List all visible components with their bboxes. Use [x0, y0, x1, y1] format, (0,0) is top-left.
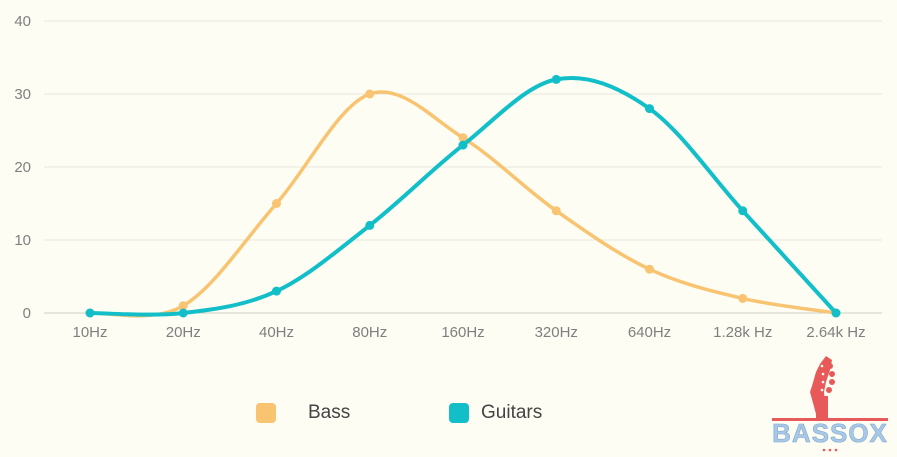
data-point-guitars[interactable] [458, 140, 468, 150]
data-point-guitars[interactable] [365, 220, 375, 230]
x-tick-labels: 10Hz 20Hz 40Hz 80Hz 160Hz 320Hz 640Hz 1.28k Hz 2… [72, 324, 865, 341]
legend-label-bass: Bass [308, 402, 351, 423]
x-tick-label: 40Hz [259, 324, 294, 341]
data-point-bass[interactable] [178, 301, 188, 311]
data-point-guitars[interactable] [831, 308, 841, 318]
logo-dots [822, 448, 838, 452]
series-line-guitars [88, 75, 838, 317]
x-tick-label: 20Hz [166, 324, 201, 341]
logo-divider [772, 418, 888, 421]
data-point-guitars[interactable] [738, 206, 748, 216]
data-point-guitars[interactable] [178, 308, 188, 318]
data-point-bass[interactable] [551, 206, 561, 216]
y-tick-label: 0 [23, 305, 31, 322]
data-point-bass[interactable] [738, 293, 748, 303]
bassox-logo: BASSOX [772, 356, 888, 452]
data-point-bass[interactable] [645, 264, 654, 274]
x-tick-label: 320Hz [535, 324, 578, 341]
logo-wordmark: BASSOX [772, 418, 888, 448]
bass-guitar-icon [810, 356, 835, 418]
x-tick-label: 160Hz [441, 324, 484, 341]
y-tick-labels: 0 10 20 30 40 [14, 13, 31, 322]
x-tick-label: 640Hz [628, 324, 671, 341]
data-point-bass[interactable] [458, 133, 468, 143]
legend-label-guitars: Guitars [481, 402, 543, 423]
x-tick-label: 1.28k Hz [713, 324, 772, 341]
grid [44, 20, 882, 314]
legend-item-bass[interactable]: Bass [256, 402, 350, 424]
x-tick-label: 2.64k Hz [806, 324, 865, 341]
data-point-bass[interactable] [272, 199, 281, 208]
y-tick-label: 30 [14, 86, 31, 103]
y-tick-label: 10 [14, 232, 31, 249]
x-tick-label: 80Hz [352, 324, 387, 341]
data-point-guitars[interactable] [272, 286, 281, 296]
data-point-bass[interactable] [365, 89, 375, 99]
legend-swatch-bass [256, 403, 276, 423]
x-tick-label: 10Hz [72, 324, 107, 341]
legend-item-guitars[interactable]: Guitars [449, 402, 542, 424]
series-line-bass [88, 90, 838, 318]
data-point-guitars[interactable] [85, 308, 95, 318]
data-point-guitars[interactable] [645, 104, 654, 114]
series-group [85, 74, 841, 318]
y-tick-label: 40 [14, 13, 31, 30]
legend-swatch-guitars [449, 403, 469, 423]
data-point-guitars[interactable] [551, 74, 561, 84]
y-tick-label: 20 [14, 159, 31, 176]
